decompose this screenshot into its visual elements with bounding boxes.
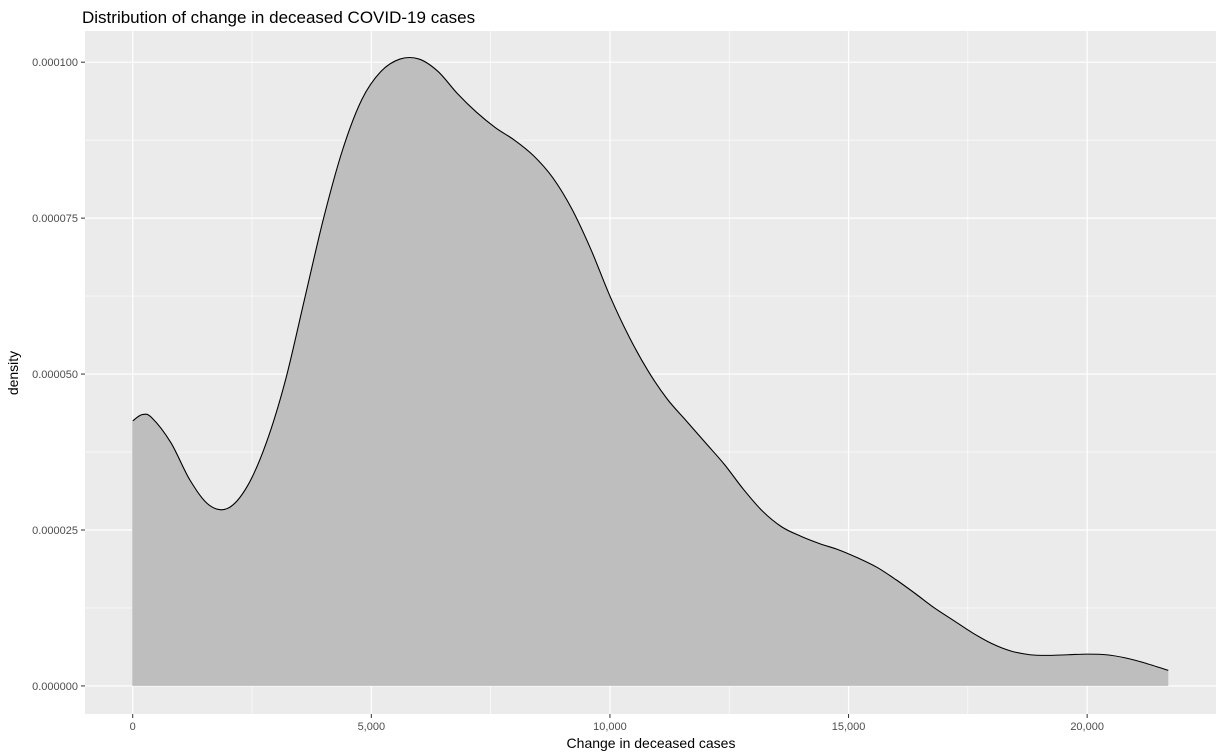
y-tick-label: 0.000000 bbox=[32, 681, 78, 693]
y-tick-label: 0.000100 bbox=[32, 57, 78, 69]
y-tick-label: 0.000025 bbox=[32, 525, 78, 537]
x-axis-title: Change in deceased cases bbox=[567, 735, 736, 751]
density-area bbox=[132, 57, 1169, 686]
x-tick-label: 15,000 bbox=[832, 721, 866, 733]
density-series bbox=[132, 56, 1169, 686]
y-axis: 0.000000 0.000025 0.000050 0.000075 0.000100 bbox=[32, 57, 85, 693]
y-axis-title: density bbox=[5, 351, 21, 395]
x-tick-label: 5,000 bbox=[358, 721, 386, 733]
chart-title: Distribution of change in deceased COVID… bbox=[82, 8, 475, 27]
x-tick-label: 0 bbox=[130, 721, 136, 733]
x-tick-label: 10,000 bbox=[593, 721, 627, 733]
y-tick-label: 0.000075 bbox=[32, 213, 78, 225]
y-tick-label: 0.000050 bbox=[32, 369, 78, 381]
x-tick-label: 20,000 bbox=[1070, 721, 1104, 733]
x-axis: 0 5,000 10,000 15,000 20,000 bbox=[130, 714, 1104, 733]
density-line bbox=[132, 56, 1169, 671]
